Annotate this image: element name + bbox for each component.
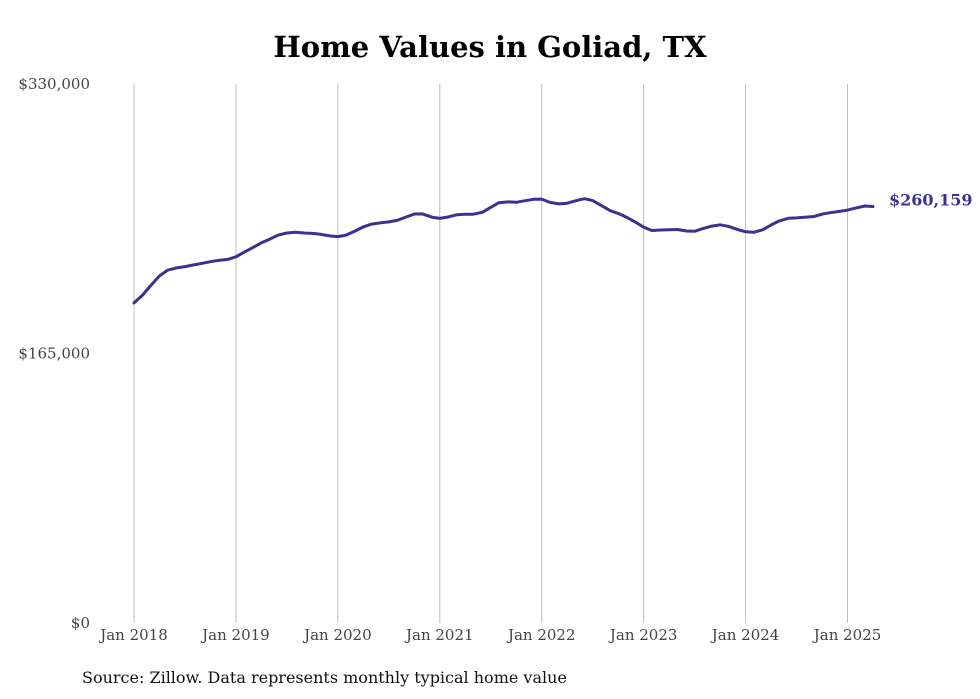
x-tick-label: Jan 2024 — [710, 626, 780, 644]
x-tick-label: Jan 2025 — [812, 626, 882, 644]
y-tick-label: $330,000 — [18, 75, 90, 93]
x-tick-label: Jan 2021 — [404, 626, 474, 644]
chart-title: Home Values in Goliad, TX — [273, 30, 707, 64]
series-line — [132, 197, 875, 305]
y-axis-ticks: $0 $165,000 $330,000 — [18, 75, 90, 632]
y-tick-label: $0 — [71, 614, 90, 632]
x-tick-label: Jan 2020 — [302, 626, 372, 644]
source-note: Source: Zillow. Data represents monthly … — [82, 668, 567, 687]
end-value-label: $260,159 — [889, 191, 973, 210]
x-tick-label: Jan 2018 — [98, 626, 168, 644]
x-tick-label: Jan 2022 — [506, 626, 576, 644]
gridlines — [133, 84, 849, 623]
series-layer: $260,159 — [132, 191, 973, 305]
x-tick-label: Jan 2023 — [608, 626, 678, 644]
x-tick-label: Jan 2019 — [200, 626, 270, 644]
x-axis-ticks: Jan 2018 Jan 2019 Jan 2020 Jan 2021 Jan 2022… — [98, 626, 881, 644]
y-tick-label: $165,000 — [18, 345, 90, 363]
